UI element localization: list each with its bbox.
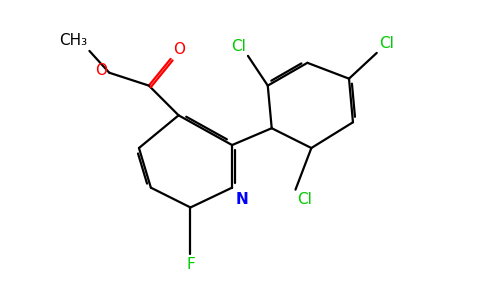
Text: CH₃: CH₃ (60, 33, 88, 48)
Text: Cl: Cl (298, 192, 312, 207)
Text: O: O (173, 42, 185, 57)
Text: N: N (236, 192, 249, 207)
Text: F: F (186, 257, 195, 272)
Text: Cl: Cl (378, 36, 393, 51)
Text: Cl: Cl (231, 39, 246, 54)
Text: O: O (95, 63, 107, 78)
